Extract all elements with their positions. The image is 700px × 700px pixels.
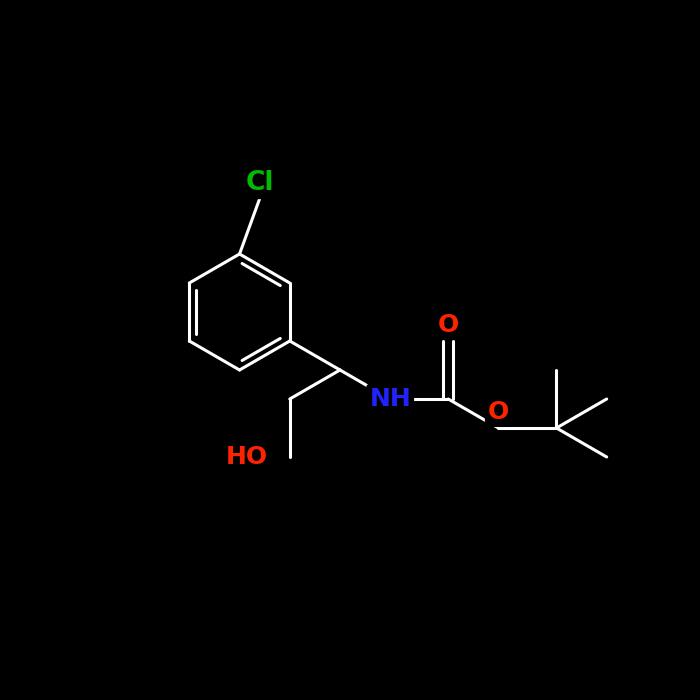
Text: O: O bbox=[488, 400, 509, 424]
Text: HO: HO bbox=[225, 445, 268, 469]
Text: NH: NH bbox=[370, 387, 411, 411]
Text: O: O bbox=[438, 313, 459, 337]
Text: Cl: Cl bbox=[245, 170, 274, 196]
